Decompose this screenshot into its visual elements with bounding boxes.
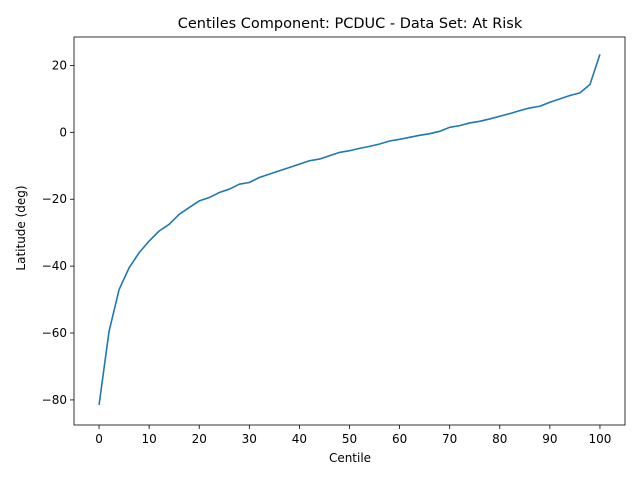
y-tick-label--40: −40 [42,259,67,273]
chart-title: Centiles Component: PCDUC - Data Set: At… [178,16,523,32]
y-tick-label--20: −20 [42,192,67,206]
y-axis-label: Latitude (deg) [14,185,28,270]
x-tick-label-80: 80 [492,432,507,446]
x-tick-label-30: 30 [242,432,257,446]
y-tick-label-20: 20 [52,58,67,72]
y-tick-label--80: −80 [42,393,67,407]
x-axis-label: Centile [329,451,371,465]
x-tick-label-10: 10 [141,432,156,446]
x-tick-label-20: 20 [192,432,207,446]
x-tick-label-60: 60 [392,432,407,446]
x-tick-label-50: 50 [342,432,357,446]
x-tick-label-90: 90 [542,432,557,446]
x-tick-label-40: 40 [292,432,307,446]
plot-area: 0 10 20 30 40 50 60 70 80 90 100 −80 −60 −40 −20 0 20 [42,36,626,446]
x-tick-label-70: 70 [442,432,457,446]
x-tick-label-0: 0 [95,432,103,446]
y-tick-label-0: 0 [59,125,67,139]
series-line-0 [98,54,601,406]
x-tick-label-100: 100 [589,432,612,446]
y-tick-label--60: −60 [42,326,67,340]
axes-frame [73,36,626,426]
